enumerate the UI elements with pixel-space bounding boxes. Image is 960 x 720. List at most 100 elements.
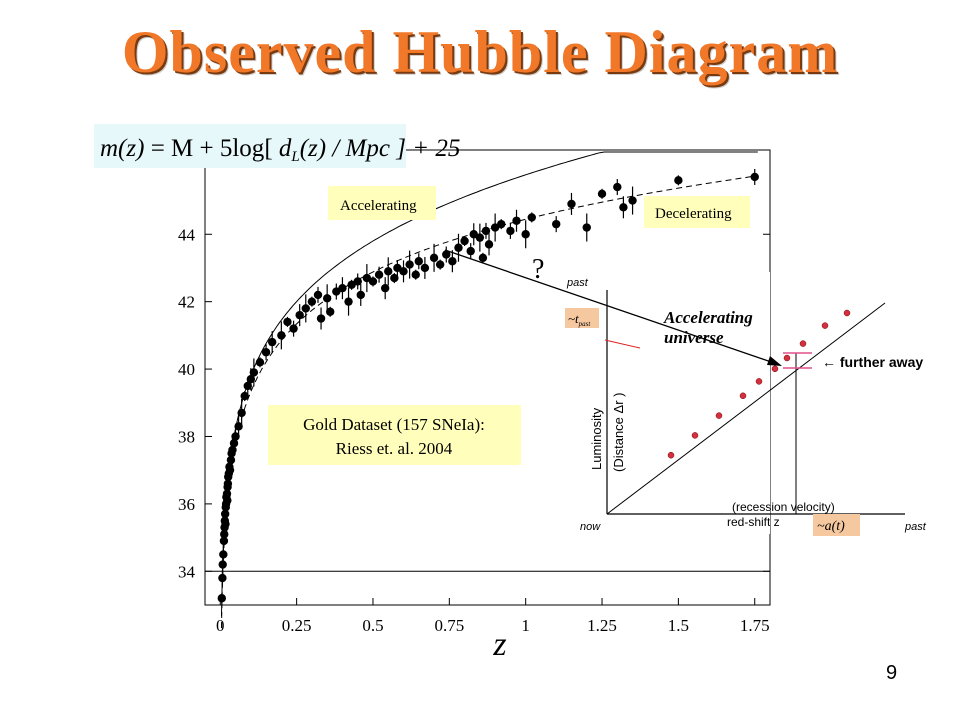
data-point (332, 287, 341, 296)
data-point (454, 243, 463, 252)
data-point (490, 223, 500, 232)
data-point (628, 196, 637, 205)
dataset-label-line1: Gold Dataset (157 SNeIa): (303, 415, 485, 434)
x-tick-label: 1.75 (740, 616, 770, 635)
data-point (393, 263, 402, 273)
data-point (613, 182, 622, 192)
x-tick-label: 0 (216, 616, 225, 635)
inset-recession: (recession velocity) (732, 500, 835, 514)
inset-accelerating-universe-2: universe (664, 328, 724, 347)
data-point (344, 297, 353, 306)
data-point (484, 240, 494, 249)
page-number: 9 (886, 662, 898, 684)
inset-underline-decor (604, 339, 641, 349)
data-point (243, 381, 252, 391)
data-point (674, 176, 683, 185)
y-tick-label: 42 (178, 293, 195, 312)
data-point (478, 253, 488, 263)
formula-box: m(z) = M + 5log[ dL(z) / Mpc ] + 25 (94, 124, 460, 168)
formula-background (94, 124, 406, 168)
data-point (237, 408, 246, 418)
y-tick-label: 34 (178, 562, 196, 581)
data-point (225, 465, 235, 475)
data-point (420, 263, 430, 273)
data-point (475, 233, 485, 242)
data-point (435, 260, 445, 269)
data-point (368, 277, 378, 286)
data-point (411, 270, 420, 279)
data-point (316, 314, 326, 323)
data-point (414, 257, 423, 266)
inset-t-past-box (565, 308, 599, 328)
decelerating-label-box (644, 196, 750, 228)
inset-linear-line (606, 302, 886, 515)
data-point (347, 280, 356, 290)
inset-ylabel-1: Luminosity (589, 407, 604, 470)
data-point (597, 189, 607, 199)
data-point (481, 226, 491, 236)
data-point (429, 253, 439, 263)
data-point (552, 219, 561, 229)
data-point (322, 294, 332, 303)
data-point (619, 203, 628, 212)
x-tick-label: 1.5 (668, 616, 689, 635)
data-point (405, 260, 414, 269)
inset-point (739, 392, 747, 400)
data-point (466, 246, 475, 256)
data-point (512, 216, 521, 225)
data-point (326, 307, 335, 316)
data-point (506, 226, 515, 236)
page-title: Observed Hubble Diagram (121, 19, 839, 85)
x-axis-label: z (492, 626, 506, 663)
data-point (448, 257, 457, 266)
inset-point (667, 451, 675, 459)
data-point (283, 317, 292, 327)
accelerating-label: Accelerating (340, 198, 417, 214)
question-mark: ? (532, 254, 544, 285)
data-point (234, 422, 243, 431)
x-tick-label: 1.25 (587, 616, 617, 635)
data-point (261, 348, 271, 357)
y-tick-label: 40 (178, 360, 195, 379)
inset-further-away: ← further away (822, 354, 923, 370)
data-point (219, 550, 228, 559)
inset-ylabel-2: (Distance Δr ) (611, 393, 626, 472)
x-tick-label: 1 (521, 616, 530, 635)
data-point (380, 283, 390, 293)
y-tick-label: 38 (178, 427, 195, 446)
accelerating-label-box (328, 186, 436, 220)
data-point (249, 368, 259, 377)
inset-point (771, 365, 779, 373)
data-point (384, 267, 393, 276)
data-point (399, 267, 408, 276)
data-point (313, 290, 323, 300)
data-point (362, 273, 372, 283)
inset-point (715, 412, 723, 419)
y-tick-label: 44 (178, 225, 196, 244)
inset-now: now (580, 521, 601, 533)
data-point (246, 374, 256, 384)
data-point (567, 199, 576, 209)
data-point (527, 213, 536, 222)
data-point (353, 277, 362, 286)
data-point (338, 283, 347, 293)
data-point (390, 273, 399, 283)
data-point (277, 331, 286, 340)
y-tick-label: 36 (178, 495, 195, 514)
inset-point (821, 322, 829, 329)
distance-modulus-formula: m(z) = M + 5log[ dL(z) / Mpc ] + 25 (100, 135, 460, 165)
data-point (218, 573, 227, 583)
inset-past-right: past (904, 521, 927, 533)
data-point (497, 219, 506, 229)
dataset-box (268, 405, 521, 465)
data-point (231, 432, 240, 441)
inset-redshift: red-shift z (727, 515, 780, 529)
inset-a-of-t: ~a(t) (817, 519, 845, 534)
inset-point (843, 309, 851, 317)
data-point (301, 304, 310, 313)
inset-point (755, 378, 763, 385)
data-point (374, 270, 384, 279)
data-point (469, 230, 478, 239)
dataset-label-line2: Riess et. al. 2004 (336, 439, 453, 458)
